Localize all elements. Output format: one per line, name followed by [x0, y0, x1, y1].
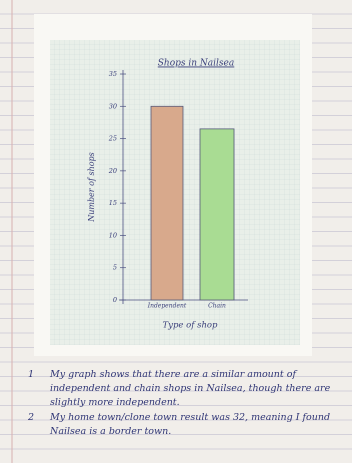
note-text: My graph shows that there are a similar …	[50, 369, 331, 408]
note: 2 My home town/clone town result was 32, …	[28, 411, 338, 439]
chart-title: Shops in Nailsea	[158, 59, 234, 69]
y-axis-label: Number of shops	[87, 152, 96, 223]
note-number: 1	[28, 369, 35, 380]
y-tick-label: 5	[113, 264, 117, 272]
x-tick-label: Independent	[147, 303, 187, 310]
note: 1 My graph shows that there are a similar…	[28, 368, 338, 410]
y-tick-label: 30	[109, 102, 117, 110]
y-tick-label: 35	[109, 70, 117, 78]
note-text: My home town/clone town result was 32, m…	[50, 412, 331, 437]
y-tick-label: 20	[108, 167, 117, 175]
bar	[199, 128, 235, 301]
bar	[150, 105, 184, 301]
y-tick-label: 0	[113, 296, 117, 304]
x-tick-label: Chain	[208, 303, 226, 310]
x-axis-label: Type of shop	[162, 321, 218, 331]
notes: 1 My graph shows that there are a similar…	[28, 368, 338, 440]
y-tick-label: 10	[109, 231, 117, 239]
note-number: 2	[28, 412, 35, 423]
y-tick-label: 25	[108, 135, 117, 143]
y-tick-label: 15	[109, 199, 117, 207]
